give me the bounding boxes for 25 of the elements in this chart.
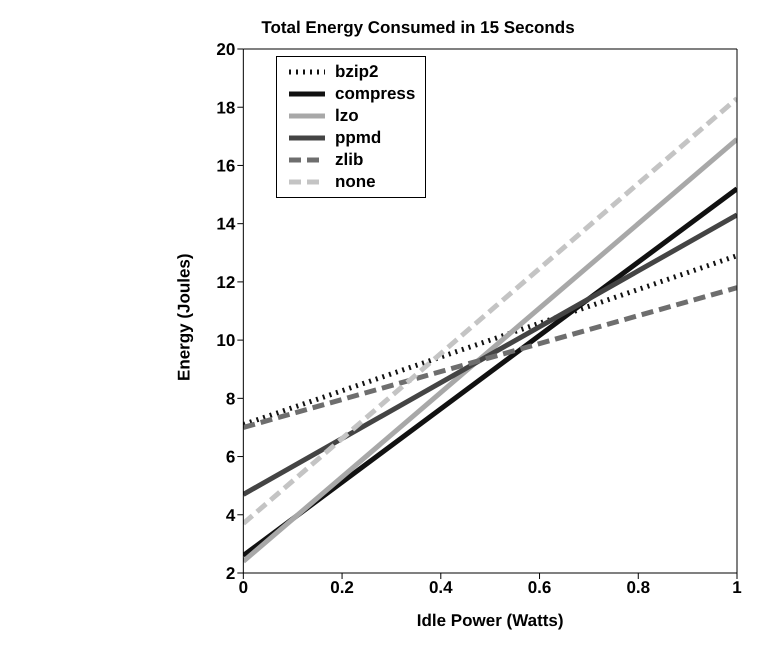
legend-label: bzip2 — [335, 62, 378, 82]
y-tick-label: 12 — [216, 272, 236, 292]
y-axis-title: Energy (Joules) — [174, 253, 194, 381]
y-tick-label: 14 — [216, 214, 236, 234]
y-tick-label: 8 — [226, 389, 236, 408]
x-axis-title: Idle Power (Watts) — [416, 611, 564, 630]
y-tick-label: 18 — [216, 98, 236, 118]
x-tick-label: 0.8 — [626, 578, 650, 598]
x-tick-label: 0.6 — [528, 578, 552, 598]
legend-label: compress — [335, 84, 416, 104]
legend-label: lzo — [335, 106, 359, 126]
y-tick-label: 6 — [226, 448, 236, 467]
chart-title: Total Energy Consumed in 15 Seconds — [261, 18, 575, 37]
y-tick-label: 10 — [216, 331, 236, 350]
y-tick-label: 2 — [226, 564, 236, 584]
x-tick-label: 0.4 — [428, 578, 454, 598]
x-tick-label: 0 — [238, 578, 248, 598]
legend-label: ppmd — [335, 128, 382, 148]
x-tick-label: 1 — [732, 578, 742, 598]
legend-label: zlib — [335, 150, 364, 170]
y-tick-label: 4 — [226, 506, 236, 525]
y-tick-label: 20 — [216, 40, 236, 60]
y-tick-label: 16 — [216, 156, 236, 176]
x-tick-label: 0.2 — [330, 578, 354, 598]
legend-label: none — [335, 172, 376, 192]
